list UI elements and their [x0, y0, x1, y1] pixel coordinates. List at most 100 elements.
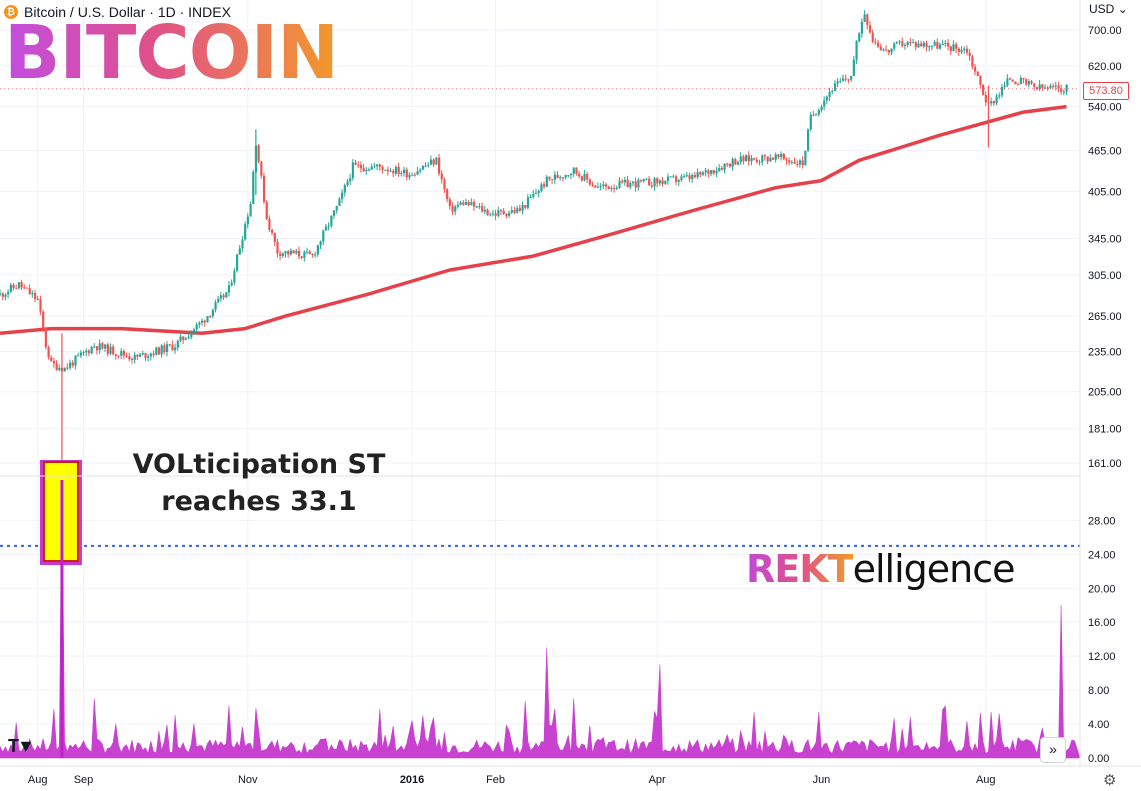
candle-body [392, 170, 395, 174]
candle-body [227, 285, 231, 293]
candle-body [947, 42, 950, 47]
candle-body [222, 295, 225, 298]
candle-body [160, 345, 163, 355]
candle-body [998, 95, 1001, 97]
candle-body [71, 362, 74, 366]
candle-body [109, 346, 112, 354]
candle-body [629, 183, 632, 188]
candle-body [745, 155, 748, 162]
candle-body [330, 215, 333, 226]
candle-body [136, 354, 139, 357]
candle-body [174, 347, 177, 351]
candle-body [112, 346, 115, 355]
candle-body [874, 41, 877, 43]
candle-body [898, 41, 901, 43]
candle-body [402, 169, 406, 174]
candle-body [755, 159, 759, 163]
candle-body [324, 226, 328, 231]
candle-body [273, 232, 276, 242]
candle-body [400, 173, 403, 175]
candle-body [236, 254, 239, 271]
candle-body [125, 355, 128, 357]
watermark-part-1: REKT [746, 547, 854, 591]
x-tick-label: Feb [486, 774, 505, 786]
candle-body [723, 163, 726, 170]
candle-body [949, 46, 952, 52]
candle-body [941, 43, 944, 45]
candle-body [454, 206, 457, 212]
moving-average-layer [0, 104, 1067, 336]
candle-body [920, 43, 923, 47]
candle-body [586, 173, 589, 180]
candle-body [241, 239, 244, 249]
candle-body [297, 250, 301, 257]
y-tick-label: 405.00 [1088, 186, 1122, 198]
candle-body [55, 363, 58, 371]
candle-body [806, 129, 810, 151]
candle-body [122, 351, 126, 356]
candle-body [1008, 78, 1012, 80]
candle-body [491, 213, 495, 215]
candle-body [704, 170, 707, 173]
chevron-down-icon: ⌄ [1117, 2, 1128, 16]
candle-body [785, 159, 788, 161]
candle-body [354, 162, 357, 165]
candle-body [882, 49, 885, 51]
candle-body [246, 216, 249, 225]
candle-body [200, 320, 204, 323]
x-tick-label: Aug [976, 774, 996, 786]
gear-icon[interactable]: ⚙ [1103, 772, 1117, 789]
candle-body [1000, 86, 1004, 96]
candle-body [664, 180, 667, 184]
candle-body [683, 176, 686, 178]
candle-body [699, 172, 702, 175]
candle-body [473, 202, 476, 207]
candle-body [957, 48, 961, 52]
candle-body [206, 316, 209, 323]
candle-body [712, 170, 715, 174]
candle-body [685, 175, 688, 177]
candle-body [839, 80, 842, 82]
candle-body [370, 166, 373, 170]
candle-body [0, 293, 2, 295]
y-tick-label: 235.00 [1088, 346, 1122, 358]
candle-body [850, 75, 853, 80]
candle-body [20, 282, 23, 288]
candle-body [157, 347, 161, 355]
candle-body [1003, 85, 1006, 87]
candle-body [147, 356, 150, 358]
candle-body [691, 174, 694, 179]
candle-body [661, 180, 664, 184]
candle-body [1060, 88, 1063, 92]
candle-body [233, 270, 236, 283]
indicator-tick-label: 28.00 [1088, 515, 1116, 527]
candle-body [230, 282, 233, 286]
currency-selector[interactable]: USD ⌄ [1089, 2, 1128, 16]
candle-body [726, 163, 729, 165]
candle-body [623, 179, 627, 183]
candle-body [866, 14, 869, 26]
candle-body [481, 206, 484, 212]
candle-body [397, 166, 400, 174]
candle-body [613, 188, 616, 190]
candle-body [521, 205, 524, 211]
scroll-to-realtime-button[interactable]: » [1040, 737, 1066, 763]
candle-body [960, 50, 963, 52]
candle-body [868, 25, 872, 33]
candle-body [1065, 84, 1068, 92]
candle-body [658, 180, 662, 184]
candle-body [912, 42, 915, 44]
candle-body [1006, 78, 1009, 86]
tradingview-logo[interactable]: T▼ [8, 736, 35, 756]
candle-body [28, 288, 31, 295]
candle-body [44, 328, 47, 348]
candle-body [279, 253, 282, 256]
candle-body [720, 168, 723, 170]
candle-body [736, 162, 740, 165]
last-price-label: 573.80 [1083, 82, 1129, 100]
candle-body [149, 353, 153, 357]
candle-body [766, 156, 769, 162]
candle-body [645, 178, 648, 180]
candle-body [833, 83, 837, 92]
